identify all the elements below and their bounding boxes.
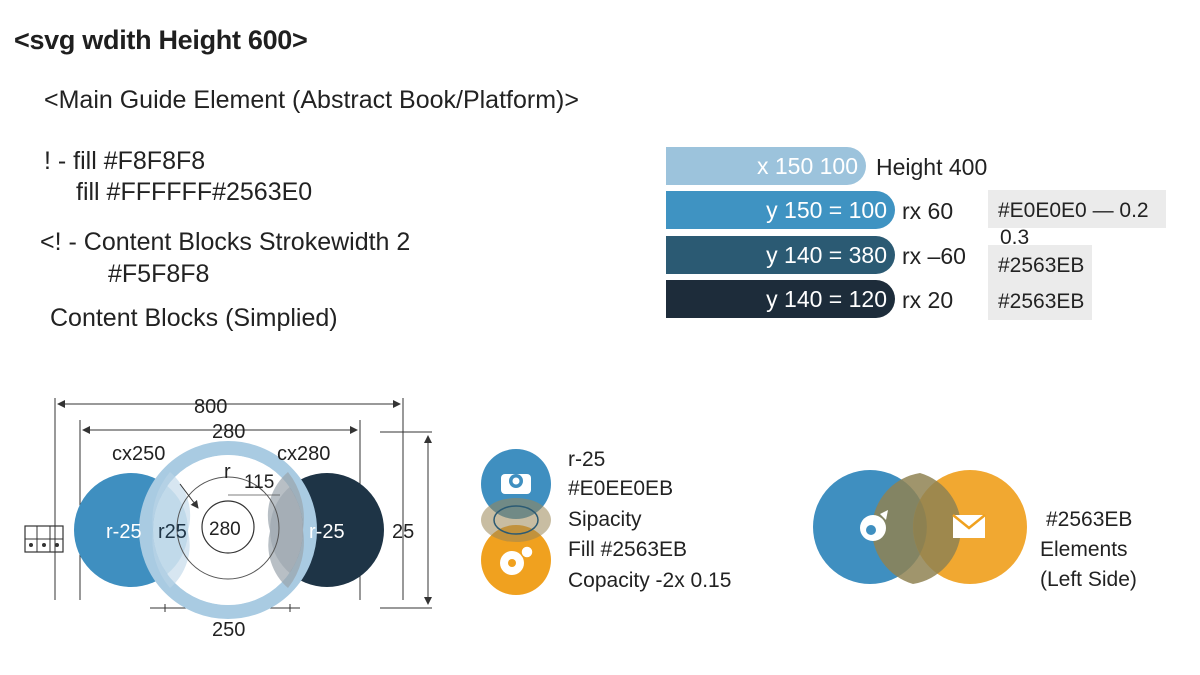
- bar-3: y 140 = 380: [666, 236, 895, 274]
- bar-3-label: y 140 = 380: [766, 241, 887, 268]
- venn-side-label: 25: [392, 521, 414, 543]
- bar-4-note: rx 20: [902, 287, 954, 313]
- bar-4: y 140 = 120: [666, 280, 895, 318]
- venn-r-label: r: [224, 461, 231, 483]
- comment-line-1: ! - fill #F8F8F8: [44, 147, 206, 175]
- page-heading: <svg wdith Height 600>: [14, 25, 308, 55]
- pair-label-1: #2563EB: [1046, 508, 1132, 531]
- bar-1-note: Height 400: [876, 154, 988, 180]
- comment-line-3: <! - Content Blocks Strokewidth 2: [40, 228, 411, 256]
- stack-label-2: #E0EE0EB: [568, 477, 673, 500]
- stack-label-1: r-25: [568, 448, 605, 471]
- comment-line-4: #F5F8F8: [108, 260, 210, 288]
- stack-overlap: [481, 498, 551, 542]
- grid-icon: [24, 525, 64, 553]
- swatch-1-sub: 0.3: [1000, 226, 1030, 249]
- venn-center-circle: [201, 500, 255, 554]
- venn-guide-circle: [176, 476, 280, 580]
- swatch-1: [988, 190, 1166, 228]
- pair-label-2: Elements: [1040, 538, 1128, 561]
- bar-2: y 150 = 100: [666, 191, 895, 229]
- venn-left-label: r-25: [106, 521, 142, 543]
- venn-cx-left: cx250: [112, 443, 165, 465]
- venn-center-label: 280: [209, 519, 241, 540]
- comment-line-5: Content Blocks (Simplied): [50, 304, 338, 332]
- venn-bottom-label: 250: [212, 619, 245, 641]
- venn-mid-label: r25: [158, 521, 187, 543]
- bar-3-note: rx –60: [902, 243, 966, 269]
- bar-2-note: rx 60: [902, 198, 954, 224]
- venn-dim-inner: 280: [212, 421, 245, 443]
- venn-ring: [139, 441, 317, 619]
- disc-icon: [500, 545, 534, 575]
- venn-r-value: 115: [244, 472, 274, 493]
- bar-1: x 150 100: [666, 147, 866, 185]
- swatch-1-label: #E0E0E0 — 0.2: [998, 199, 1149, 222]
- stack-label-5: Copacity -2x 0.15: [568, 569, 731, 592]
- bar-1-label: x 150 100: [756, 152, 858, 179]
- swatch-2-label: #2563EB: [998, 254, 1085, 277]
- bar-2-label: y 150 = 100: [766, 196, 887, 223]
- venn-dim-total: 800: [194, 396, 227, 418]
- guide-title: <Main Guide Element (Abstract Book/Platf…: [44, 86, 579, 114]
- comment-line-2: fill #FFFFFF#2563E0: [76, 178, 313, 206]
- camera-icon: [501, 474, 531, 494]
- venn-cx-right: cx280: [277, 443, 330, 465]
- swatch-3: [988, 282, 1092, 320]
- mail-icon: [952, 514, 986, 538]
- stack-label-4: Fill #2563EB: [568, 538, 687, 561]
- bar-4-label: y 140 = 120: [766, 285, 887, 312]
- swatch-2: [988, 245, 1092, 283]
- pair-label-3: (Left Side): [1040, 568, 1137, 591]
- swatch-3-label: #2563EB: [998, 290, 1085, 313]
- venn-right-label: r-25: [309, 521, 345, 543]
- stack-label-3: Sipacity: [568, 508, 642, 531]
- tag-icon: [860, 510, 888, 541]
